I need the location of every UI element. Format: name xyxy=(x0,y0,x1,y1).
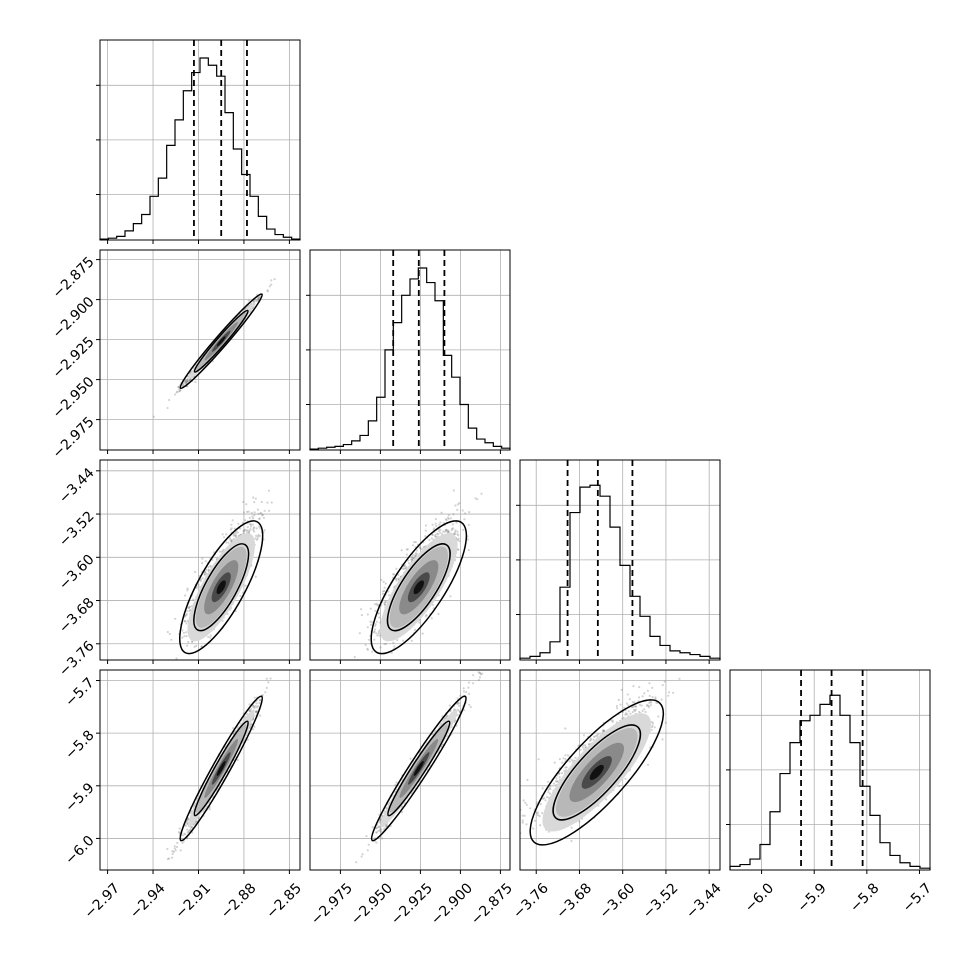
x-tick-label: −2.91 xyxy=(172,880,214,922)
panel-frame-2-0 xyxy=(99,459,301,661)
y-tick-label: −3.68 xyxy=(56,595,98,637)
panel-frame-3-3 xyxy=(729,669,931,871)
histogram-4 xyxy=(729,694,931,870)
contours-3-2 xyxy=(529,699,665,846)
contours-3-0 xyxy=(179,695,264,842)
x-tick-label: −2.875 xyxy=(468,880,516,928)
y-tick-label: −5.9 xyxy=(62,780,97,815)
x-tick-label: −3.60 xyxy=(597,880,639,922)
contours-2-1 xyxy=(370,520,468,655)
y-tick-label: −6.0 xyxy=(62,833,97,868)
density-2-1 xyxy=(380,533,458,642)
y-tick-label: −5.8 xyxy=(62,728,97,763)
x-tick-label: −5.8 xyxy=(847,880,882,915)
x-tick-label: −5.7 xyxy=(900,880,935,915)
x-tick-label: −3.44 xyxy=(683,880,725,922)
histogram-2 xyxy=(309,267,511,450)
y-tick-label: −3.52 xyxy=(56,508,98,550)
panel-frame-1-0 xyxy=(99,249,301,451)
y-tick-label: −2.925 xyxy=(50,334,98,382)
y-tick-label: −2.875 xyxy=(50,254,98,302)
histogram-3 xyxy=(519,484,721,660)
y-tick-label: −5.7 xyxy=(62,675,97,710)
panel-frame-3-1 xyxy=(309,669,511,871)
y-tick-label: −3.76 xyxy=(56,638,98,680)
y-tick-label: −2.975 xyxy=(50,414,98,462)
density-3-0 xyxy=(187,709,255,828)
x-tick-label: −2.97 xyxy=(82,880,124,922)
x-tick-label: −3.68 xyxy=(553,880,595,922)
x-tick-label: −3.76 xyxy=(510,880,552,922)
y-tick-label: −3.60 xyxy=(56,552,98,594)
y-tick-label: −3.44 xyxy=(56,465,98,507)
density-1-0 xyxy=(187,302,255,380)
x-tick-label: −2.950 xyxy=(348,880,396,928)
density-3-1 xyxy=(380,709,458,828)
x-tick-label: −6.0 xyxy=(742,880,777,915)
histogram-1 xyxy=(99,57,301,240)
panel-frame-3-0 xyxy=(99,669,301,871)
x-tick-label: −2.925 xyxy=(388,880,436,928)
panel-frame-2-2 xyxy=(519,459,721,661)
x-tick-label: −2.85 xyxy=(263,880,305,922)
x-tick-label: −5.9 xyxy=(794,880,829,915)
panel-frame-3-2 xyxy=(519,669,721,871)
contours-1-0 xyxy=(179,293,263,390)
density-3-2 xyxy=(542,713,652,832)
panel-frame-2-1 xyxy=(309,459,511,661)
contours-2-0 xyxy=(179,520,264,655)
density-2-0 xyxy=(187,533,255,642)
x-tick-label: −2.88 xyxy=(218,880,260,922)
x-tick-label: −2.975 xyxy=(308,880,356,928)
y-tick-label: −2.950 xyxy=(50,374,98,422)
x-tick-label: −2.94 xyxy=(127,880,169,922)
panel-frame-0-0 xyxy=(99,39,301,241)
contours-3-1 xyxy=(370,695,467,842)
panel-frame-1-1 xyxy=(309,249,511,451)
x-tick-label: −3.52 xyxy=(640,880,682,922)
x-tick-label: −2.900 xyxy=(428,880,476,928)
y-tick-label: −2.900 xyxy=(50,294,98,342)
